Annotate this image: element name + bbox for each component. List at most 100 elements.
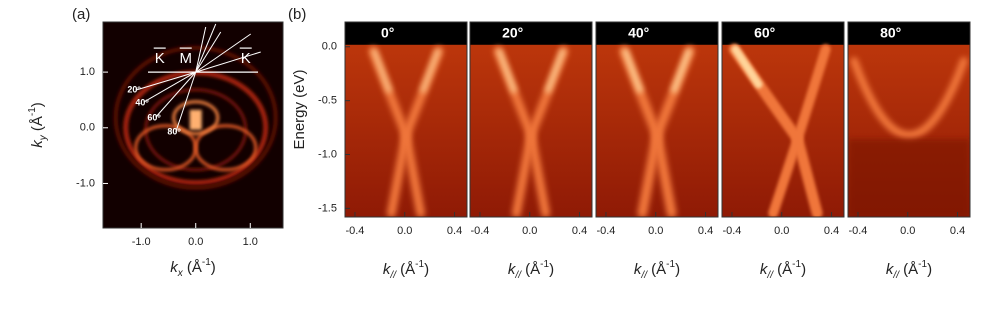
- image-layer: [722, 22, 844, 217]
- x-tick-label: 0.4: [698, 225, 713, 237]
- angle-line: [195, 33, 252, 73]
- y-tick-label: 1.0: [80, 66, 95, 78]
- axis-label: k// (Å-1): [634, 259, 680, 281]
- panel-title: 20°: [502, 25, 523, 41]
- x-tick-label: -0.4: [345, 225, 364, 237]
- image-layer: [848, 22, 970, 217]
- x-tick-label: 0.0: [397, 225, 412, 237]
- axis-label-part: (Å: [183, 259, 202, 276]
- y-tick-label: 0.0: [80, 122, 95, 134]
- image-layer: [470, 22, 592, 217]
- intensity-contour: [172, 100, 220, 136]
- y-tick-label: -0.5: [318, 95, 337, 107]
- x-tick-label: 0.0: [900, 225, 915, 237]
- dark-top: [345, 22, 467, 45]
- axis-label-part: k: [886, 261, 895, 278]
- x-tick-label: 0.4: [824, 225, 839, 237]
- dark-top: [470, 22, 592, 45]
- angle-label: 40º: [135, 97, 149, 107]
- axis-label-part: //: [892, 270, 900, 281]
- axis-label: k// (Å-1): [383, 259, 429, 281]
- dark-top: [596, 22, 718, 45]
- axis-label-part: -1: [415, 259, 424, 270]
- frame: [595, 21, 719, 218]
- axis-label: k// (Å-1): [886, 259, 932, 281]
- panel-label: (b): [288, 6, 306, 23]
- frame: [344, 21, 468, 218]
- axis-label-part: (Å: [396, 261, 415, 278]
- axis-label: Energy (eV): [291, 69, 308, 149]
- axis-label-part: ): [801, 261, 806, 278]
- axis-label-part: //: [514, 270, 522, 281]
- axis-label-part: ): [29, 102, 46, 107]
- axis-label-part: //: [766, 270, 774, 281]
- axis-label-part: -1: [918, 259, 927, 270]
- angle-line: [195, 26, 207, 73]
- frame: [102, 21, 284, 229]
- x-tick-label: 0.4: [572, 225, 587, 237]
- y-tick-label: -1.5: [318, 202, 337, 214]
- dark-top: [722, 22, 844, 45]
- y-tick-label: -1.0: [318, 148, 337, 160]
- angle-line: [195, 23, 217, 73]
- symmetry-point: K: [241, 50, 251, 67]
- image-layer: [596, 22, 718, 217]
- image-background: [345, 22, 467, 217]
- intensity-band: [850, 57, 968, 140]
- x-tick-label: -0.4: [596, 225, 615, 237]
- axis-label-part: (Å: [29, 116, 46, 135]
- intensity-band: [371, 48, 392, 94]
- angle-line: [143, 71, 196, 103]
- x-tick-label: 0.0: [648, 225, 663, 237]
- intensity-band: [671, 48, 692, 94]
- angle-line: [175, 71, 197, 133]
- angle-label: 80º: [167, 126, 181, 136]
- axis-label: k// (Å-1): [760, 259, 806, 281]
- axis-label-part: ): [211, 259, 216, 276]
- symmetry-point: K: [155, 50, 165, 67]
- panel-title: 60°: [754, 25, 775, 41]
- panel-title: 80°: [880, 25, 901, 41]
- axis-label-part: (Å: [899, 261, 918, 278]
- x-tick-label: -1.0: [132, 236, 151, 248]
- axis-label-part: ): [549, 261, 554, 278]
- intensity-band: [768, 44, 831, 217]
- frame: [469, 21, 593, 218]
- frame: [721, 21, 845, 218]
- x-tick-label: 1.0: [243, 236, 258, 248]
- angle-line: [155, 71, 197, 118]
- intensity-contour: [113, 45, 278, 190]
- axis-label-part: -1: [202, 257, 211, 268]
- angle-line: [135, 71, 196, 91]
- axis-label-part: (Å: [521, 261, 540, 278]
- x-tick-label: 0.4: [950, 225, 965, 237]
- x-tick-label: 0.0: [522, 225, 537, 237]
- y-tick-label: -1.0: [76, 177, 95, 189]
- panel-title: 0°: [381, 25, 394, 41]
- axis-label-part: k: [29, 139, 46, 148]
- image-background: [596, 22, 718, 217]
- axis-label: ky (Å-1): [27, 102, 49, 148]
- axis-label-part: -1: [666, 259, 675, 270]
- axis-label-part: x: [177, 268, 184, 279]
- angle-line: [195, 31, 222, 73]
- axis-label-part: (Å: [773, 261, 792, 278]
- intensity-contour: [194, 124, 258, 172]
- dark-top: [848, 22, 970, 45]
- axis-label: kx (Å-1): [170, 257, 216, 279]
- axis-label-part: k: [383, 261, 392, 278]
- dim-region: [848, 139, 970, 217]
- angle-line: [195, 51, 261, 73]
- axis-label-part: -1: [540, 259, 549, 270]
- axis-label-part: -1: [27, 107, 38, 116]
- y-tick-label: 0.0: [322, 41, 337, 53]
- axis-label-part: k: [508, 261, 517, 278]
- axis-label-part: y: [38, 134, 49, 141]
- axis-label-part: k: [634, 261, 643, 278]
- intensity-band: [731, 45, 763, 89]
- angle-label: 20º: [127, 84, 141, 94]
- image-layer: [103, 22, 283, 228]
- intensity-band: [622, 48, 643, 94]
- panel-title: 40°: [628, 25, 649, 41]
- axis-label-part: -1: [792, 259, 801, 270]
